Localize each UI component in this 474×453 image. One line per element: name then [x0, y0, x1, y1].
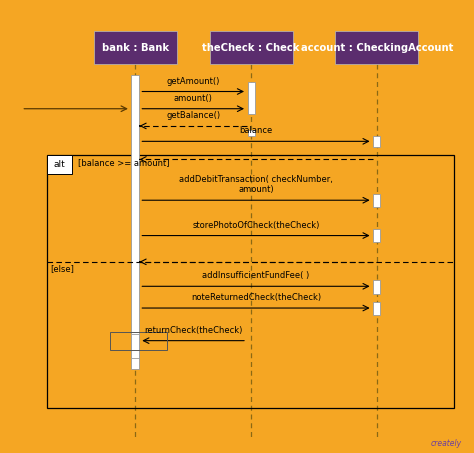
Bar [210, 31, 292, 64]
Text: balance: balance [239, 126, 273, 135]
Bar [47, 155, 454, 408]
Text: getAmount(): getAmount() [166, 77, 220, 86]
Text: account : CheckingAccount: account : CheckingAccount [301, 43, 453, 53]
Bar [131, 334, 139, 358]
Bar [336, 31, 419, 64]
Text: addDebitTransaction( checkNumber,
amount): addDebitTransaction( checkNumber, amount… [179, 175, 333, 194]
Text: amount(): amount() [173, 94, 213, 103]
Text: storePhotoOfCheck(theCheck): storePhotoOfCheck(theCheck) [192, 221, 319, 230]
Text: addInsufficientFundFee( ): addInsufficientFundFee( ) [202, 271, 310, 280]
Bar [248, 82, 255, 114]
Text: getBalance(): getBalance() [166, 111, 220, 120]
Bar [248, 130, 255, 136]
Bar [110, 332, 167, 350]
Bar [47, 155, 72, 174]
Bar [374, 302, 380, 315]
Bar [374, 229, 380, 242]
Text: [balance >= amount]: [balance >= amount] [78, 159, 170, 168]
Bar [374, 136, 380, 147]
Text: noteReturnedCheck(theCheck): noteReturnedCheck(theCheck) [191, 293, 321, 302]
Text: theCheck : Check: theCheck : Check [202, 43, 300, 53]
Text: creately: creately [431, 439, 462, 448]
Bar [93, 31, 176, 64]
Text: bank : Bank: bank : Bank [101, 43, 169, 53]
Text: returnCheck(theCheck): returnCheck(theCheck) [144, 326, 242, 335]
Text: [else]: [else] [51, 264, 74, 273]
Bar [374, 280, 380, 294]
Text: alt: alt [54, 160, 65, 169]
Bar [131, 75, 139, 369]
Bar [374, 194, 380, 207]
